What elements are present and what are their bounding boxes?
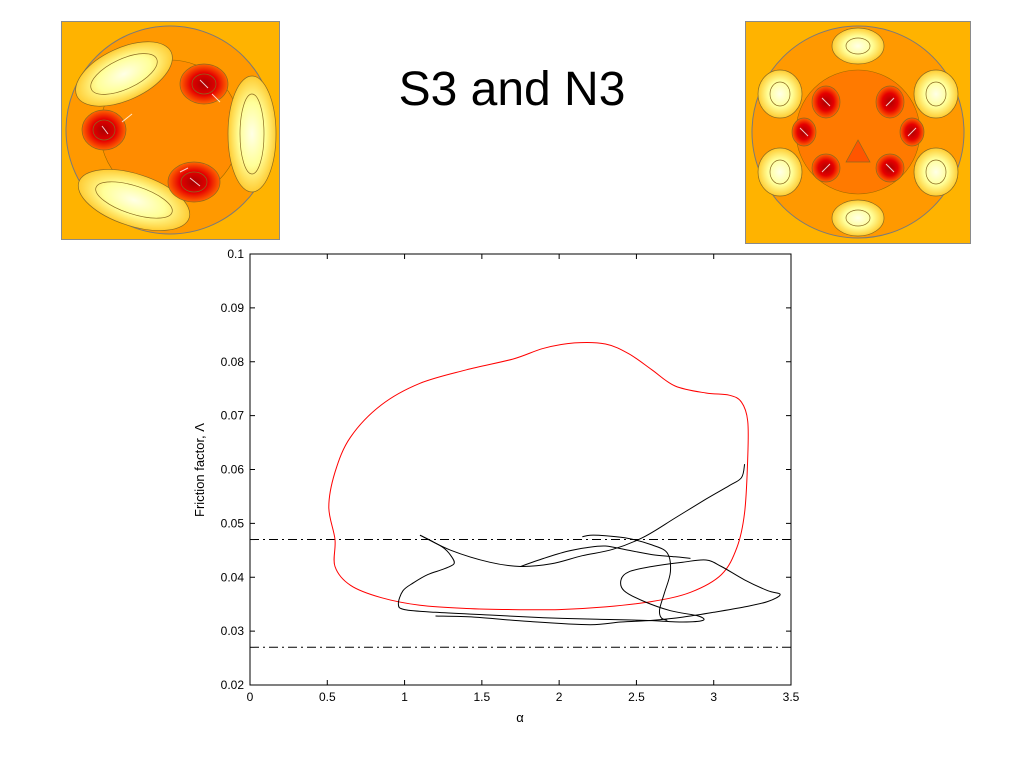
slide-title: S3 and N3: [398, 63, 626, 116]
red-trajectory-curve: [328, 341, 749, 611]
black-trajectory-curve: [397, 534, 781, 626]
y-tick-label: 0.03: [221, 624, 245, 638]
y-tick-label: 0.04: [221, 570, 245, 584]
y-tick-label: 0.05: [221, 516, 245, 530]
reference-lines: [250, 539, 791, 648]
y-axis-label: Friction factor, Λ: [192, 423, 207, 517]
x-tick-label: 2: [556, 690, 563, 704]
x-tick-label: 0: [247, 690, 254, 704]
y-tick-label: 0.09: [221, 301, 245, 315]
s3-contour-plot: [62, 22, 279, 239]
x-axis-label: α: [516, 710, 524, 725]
y-tick-label: 0.06: [221, 463, 245, 477]
y-tick-label: 0.1: [227, 247, 244, 261]
series-layer: [328, 341, 781, 626]
x-tick-label: 2.5: [628, 690, 645, 704]
black-trajectory-curve: [582, 534, 672, 621]
y-tick-label: 0.02: [221, 678, 245, 692]
plot-area: [249, 253, 792, 686]
n3-cross-section-image: [745, 21, 971, 244]
x-tick-label: 3.5: [783, 690, 800, 704]
friction-factor-chart: 0 0.5 1 1.5 2 2.5 3 3.5 0.020.030.040.050.060.0…: [192, 247, 800, 725]
x-tick-label: 0.5: [319, 690, 336, 704]
y-tick-label: 0.08: [221, 355, 245, 369]
black-trajectory-curve: [419, 463, 746, 568]
x-tick-label: 1: [401, 690, 408, 704]
y-tick-label: 0.07: [221, 409, 245, 423]
x-tick-label: 1.5: [474, 690, 491, 704]
x-tick-label: 3: [710, 690, 717, 704]
x-axis-ticks: 0 0.5 1 1.5 2 2.5 3 3.5: [247, 254, 800, 704]
s3-cross-section-image: [61, 21, 280, 240]
n3-contour-plot: [746, 22, 970, 243]
y-axis-ticks: 0.02 0.03 0.04 0.05 0.06 0.07 0.08 0.09 0.1: [221, 247, 791, 692]
